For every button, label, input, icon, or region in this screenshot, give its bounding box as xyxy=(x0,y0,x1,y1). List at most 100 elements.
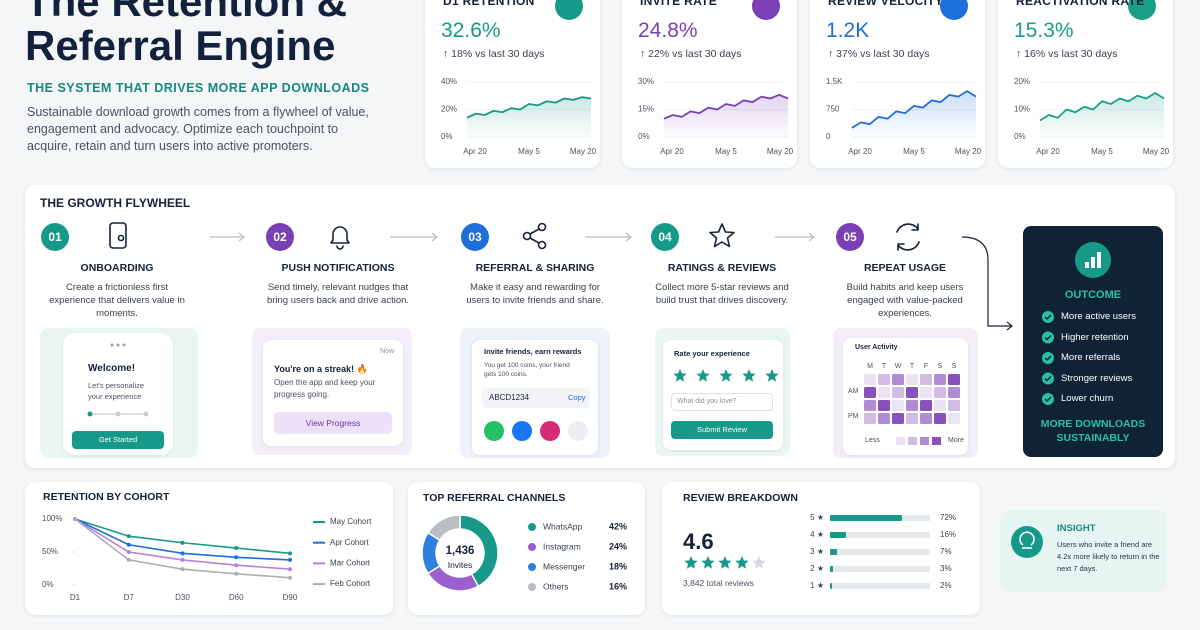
point xyxy=(288,557,292,562)
share-icon xyxy=(522,231,532,241)
referral-card xyxy=(408,482,645,615)
outcome-footer: MORE DOWNLOADS SUSTAINABLY xyxy=(1040,418,1146,444)
y-tick-label: 0% xyxy=(638,132,650,141)
step-title: REPEAT USAGE xyxy=(863,262,947,274)
y-tick-label: 0% xyxy=(1014,132,1026,141)
day-label: S xyxy=(952,363,957,370)
kpi-change: ↑ 22% vs last 30 days xyxy=(640,48,742,60)
mock-heading: Invite friends, earn rewards xyxy=(484,347,582,356)
heat-cell xyxy=(906,413,918,424)
y-tick-label: 10% xyxy=(1014,105,1030,114)
value-label: 2% xyxy=(940,581,952,590)
mock-heading: You're on a streak! 🔥 xyxy=(274,364,368,374)
category-label: 1 ★ xyxy=(810,581,824,590)
row-label: PM xyxy=(848,413,859,420)
point xyxy=(288,575,292,580)
kpi-icon xyxy=(555,0,583,20)
step-description: Build habits and keep users engaged with… xyxy=(846,282,964,319)
line xyxy=(851,90,977,129)
legend-label: Less xyxy=(865,437,880,444)
star xyxy=(765,369,779,382)
x-tick-label: May 5 xyxy=(903,147,925,156)
y-tick-label: 1.5K xyxy=(826,77,843,86)
kpi-value: 1.2K xyxy=(826,19,870,42)
category-label: 2 ★ xyxy=(810,564,824,573)
check xyxy=(1044,375,1052,382)
donut-center-value: 1,436 xyxy=(445,545,475,557)
referral-code: ABCD1234 xyxy=(489,393,530,402)
bar-track xyxy=(830,583,930,589)
kpi-label: INVITE RATE xyxy=(640,0,718,8)
step-title: PUSH NOTIFICATIONS xyxy=(281,262,395,274)
point xyxy=(234,555,239,560)
step-badge xyxy=(266,223,294,251)
legend-swatch xyxy=(528,543,536,551)
refresh-icon xyxy=(896,223,920,251)
chart-title: REVIEW BREAKDOWN xyxy=(683,492,798,504)
bar xyxy=(830,515,902,521)
heat-cell xyxy=(948,387,960,398)
dot xyxy=(116,343,120,347)
heat-cell xyxy=(892,387,904,398)
x-tick-label: May 20 xyxy=(1143,147,1170,156)
area xyxy=(1040,93,1164,137)
arrow xyxy=(390,232,438,242)
day-label: T xyxy=(882,363,887,370)
x-tick-label: Apr 20 xyxy=(463,147,487,156)
point xyxy=(180,557,185,562)
legend-label: Messenger xyxy=(543,561,585,571)
point xyxy=(288,567,292,572)
step-badge xyxy=(836,223,864,251)
value-label: 18% xyxy=(609,561,627,571)
heat-cell xyxy=(948,374,960,385)
phone-icon xyxy=(109,222,127,249)
outcome-item: Higher retention xyxy=(1061,331,1129,343)
bar-track xyxy=(830,549,930,555)
point xyxy=(234,571,239,576)
heat-cell xyxy=(878,387,890,398)
heat-cell xyxy=(892,400,904,411)
copy-button: Copy xyxy=(568,393,586,402)
star xyxy=(696,369,710,382)
mock-text: You get 100 coins, your friend gets 100 … xyxy=(484,362,570,378)
share-button xyxy=(540,421,560,441)
star xyxy=(752,556,766,569)
outcome-icon xyxy=(1085,262,1089,268)
y-tick-label: 0 xyxy=(826,132,831,141)
section-title: THE GROWTH FLYWHEEL xyxy=(40,196,191,210)
x-tick-label: Apr 20 xyxy=(660,147,684,156)
heat-cell xyxy=(906,387,918,398)
insight-title: INSIGHT xyxy=(1057,523,1096,534)
heat-cell xyxy=(934,387,946,398)
bar xyxy=(830,549,837,555)
outcome-item: More active users xyxy=(1061,311,1136,322)
bar xyxy=(830,566,833,572)
kpi-label: REACTIVATION RATE xyxy=(1016,0,1145,8)
area xyxy=(664,94,788,137)
y-tick-label: 50% xyxy=(42,547,58,556)
value-label: 24% xyxy=(609,541,627,551)
kpi-change: ↑ 16% vs last 30 days xyxy=(1016,48,1118,60)
point xyxy=(234,546,239,551)
share-button xyxy=(568,421,588,441)
arrow xyxy=(210,232,245,242)
step-title: REFERRAL & SHARING xyxy=(475,262,595,274)
x-tick-label: May 5 xyxy=(1091,147,1113,156)
legend-label: WhatsApp xyxy=(543,521,582,531)
share-button xyxy=(512,421,532,441)
button xyxy=(72,431,164,449)
arrow xyxy=(585,232,632,242)
legend-label: Apr Cohort xyxy=(330,538,369,547)
y-tick-label: 40% xyxy=(441,77,457,86)
review-card xyxy=(662,482,980,615)
button-label: Get Started xyxy=(98,435,138,444)
button xyxy=(274,412,392,434)
day-label: W xyxy=(895,363,902,370)
legend-cell xyxy=(932,437,941,445)
y-tick-label: 30% xyxy=(638,77,654,86)
legend-label: May Cohort xyxy=(330,517,372,526)
dot xyxy=(110,343,114,347)
page-title: The Retention & Referral Engine xyxy=(25,0,347,69)
